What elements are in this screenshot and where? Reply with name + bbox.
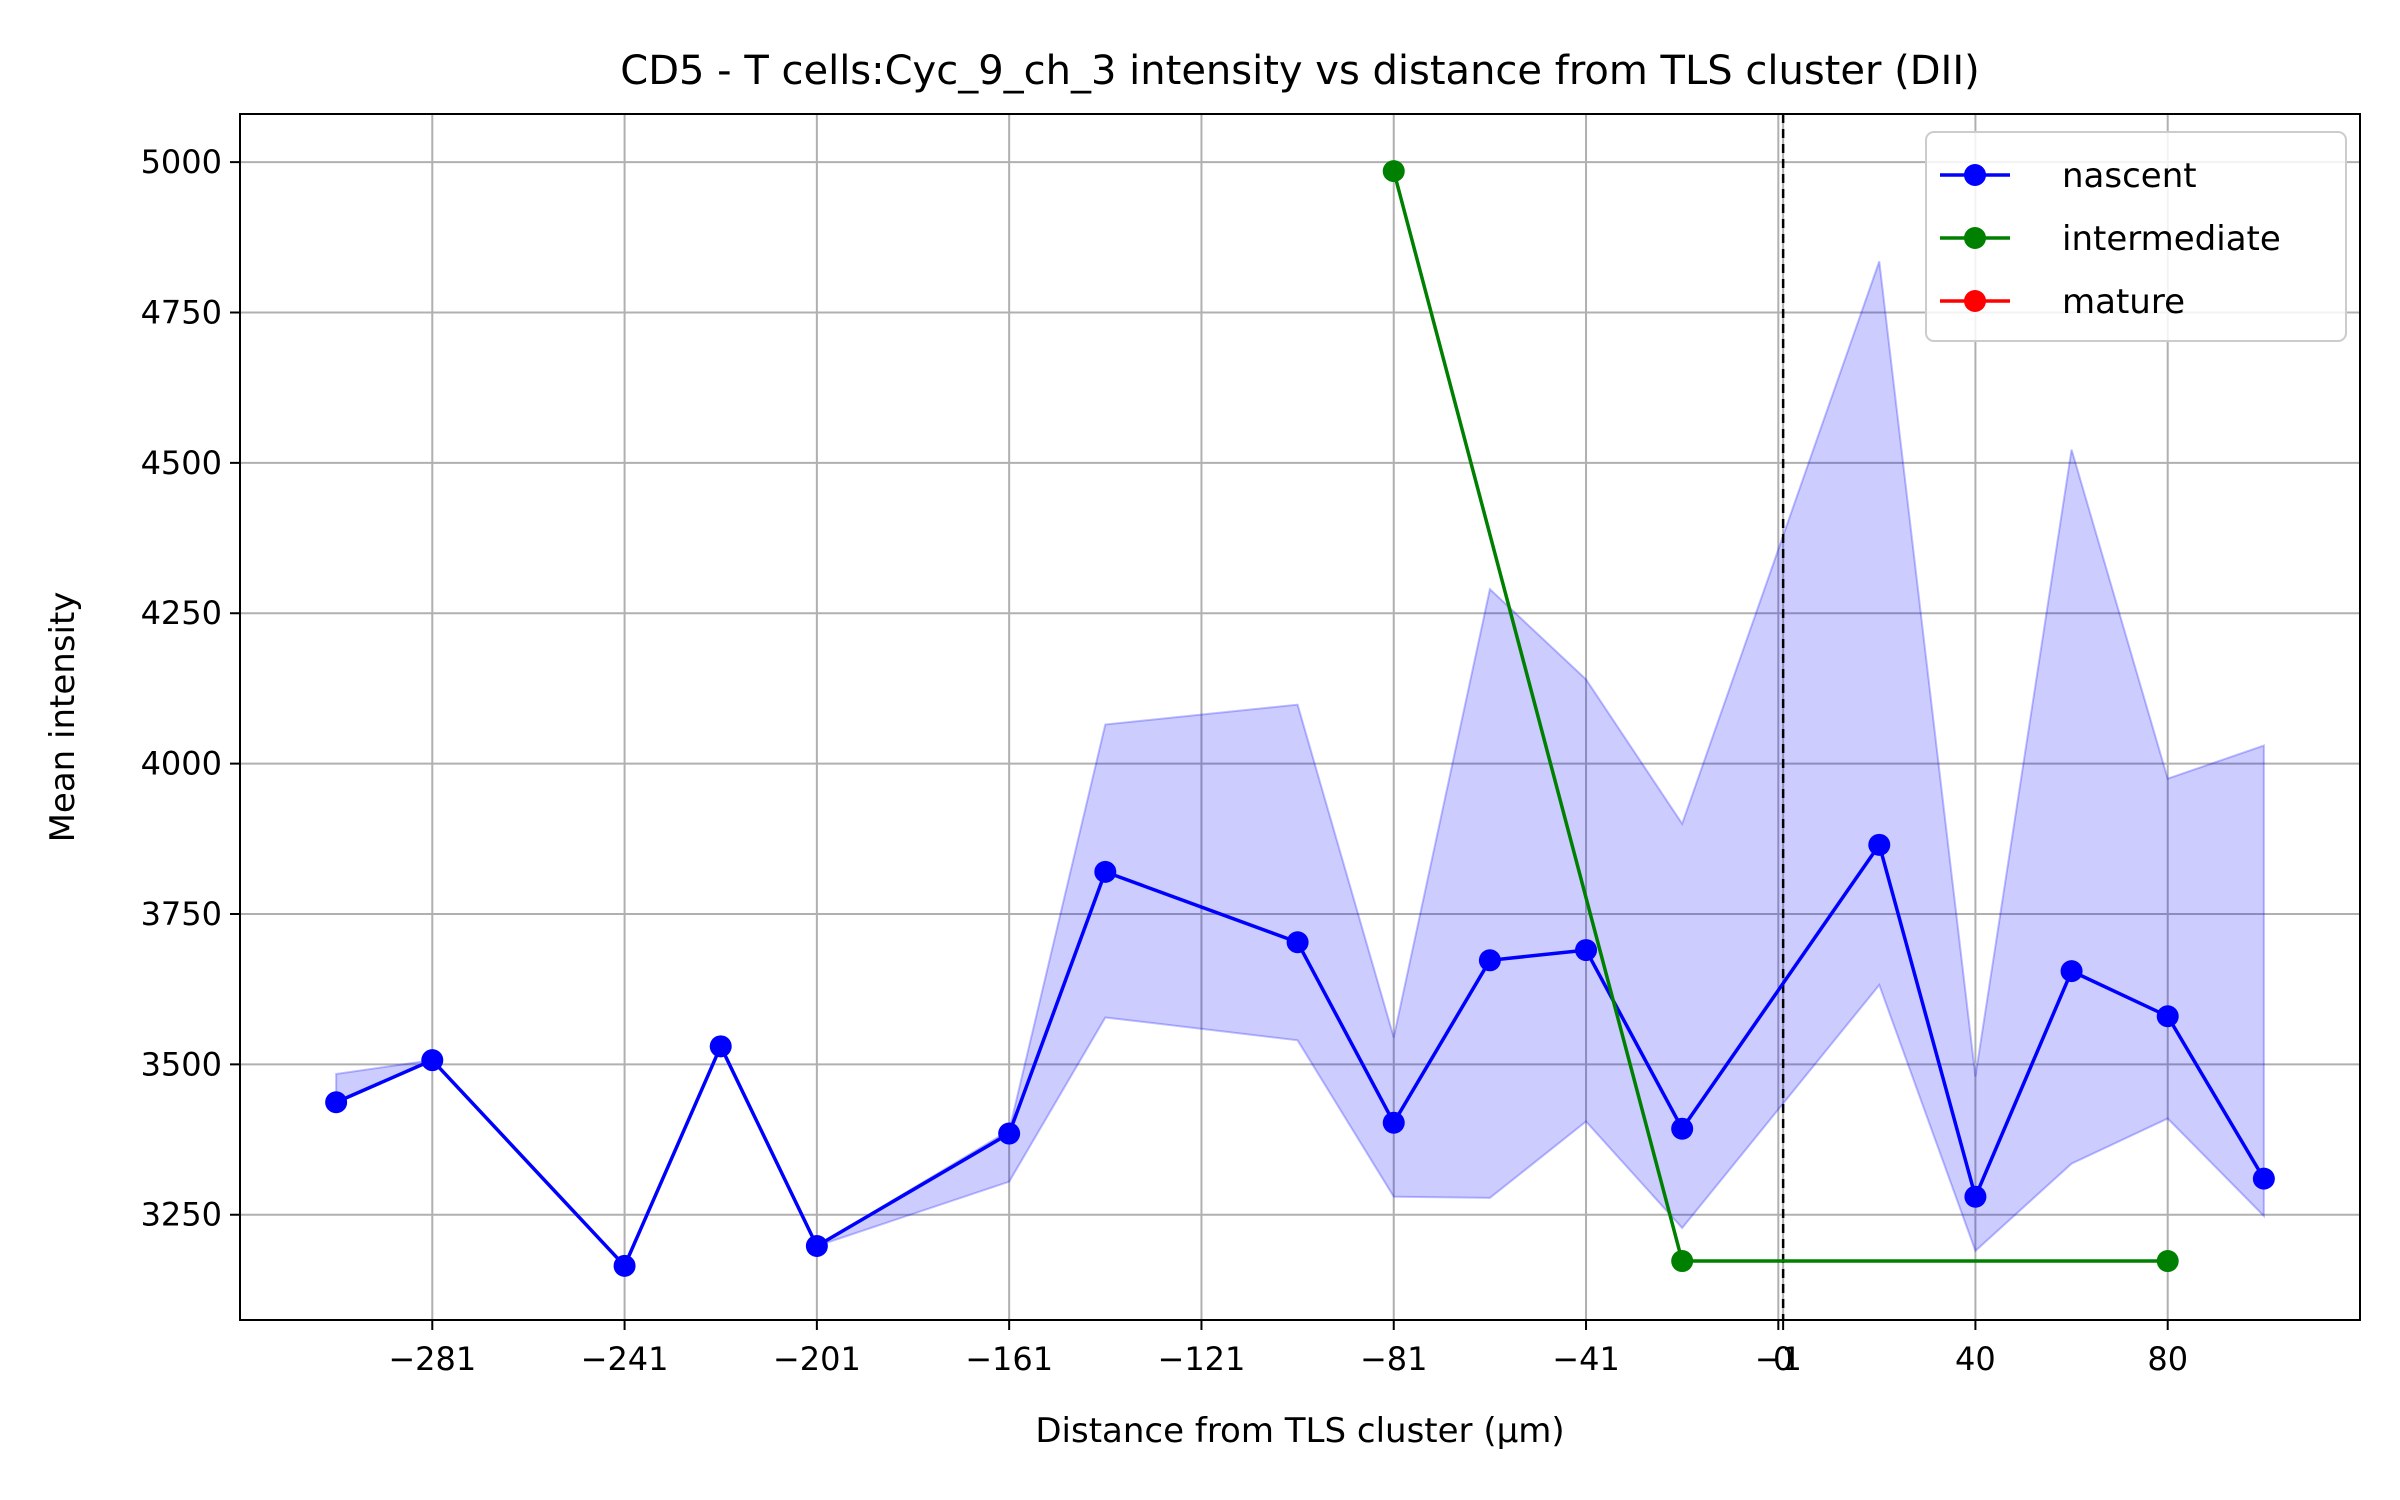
y-tick-label: 3500 — [141, 1045, 222, 1083]
legend: nascent intermediate mature — [1925, 131, 2347, 342]
data-point-nascent — [1478, 949, 1501, 972]
x-axis-ticks: −281 −241 −201 −161 −121 −81 −41 −10 40 80 — [388, 1320, 2188, 1378]
y-axis-ticks: 3250 3500 3750 4000 4250 4500 4750 5000 — [141, 143, 240, 1234]
x-tick-label: −201 — [773, 1340, 861, 1378]
y-tick-label: 3750 — [141, 895, 222, 933]
data-point-intermediate — [2156, 1250, 2179, 1273]
x-tick-label: −41 — [1552, 1340, 1620, 1378]
series-points — [325, 160, 2275, 1277]
x-tick-label: −121 — [1158, 1340, 1246, 1378]
legend-label-nascent: nascent — [2062, 156, 2197, 196]
x-tick-label: −281 — [388, 1340, 476, 1378]
y-tick-label: 3250 — [141, 1196, 222, 1234]
chart-title: CD5 - T cells:Cyc_9_ch_3 intensity vs di… — [620, 48, 1979, 94]
x-tick-label: −161 — [965, 1340, 1053, 1378]
x-axis-label: Distance from TLS cluster (μm) — [1035, 1411, 1564, 1451]
legend-marker-mature — [1964, 290, 1986, 312]
data-point-nascent — [325, 1091, 348, 1114]
y-axis-label: Mean intensity — [43, 592, 83, 843]
data-point-nascent — [613, 1254, 636, 1277]
data-point-intermediate — [1671, 1250, 1694, 1273]
legend-label-intermediate: intermediate — [2062, 219, 2281, 259]
data-point-nascent — [805, 1235, 828, 1258]
x-tick-label: −1 — [1755, 1340, 1802, 1378]
x-tick-label: 0 — [1773, 1340, 1793, 1378]
legend-label-mature: mature — [2062, 282, 2185, 322]
data-point-nascent — [421, 1049, 444, 1072]
data-point-nascent — [1964, 1185, 1987, 1208]
data-point-nascent — [1382, 1111, 1405, 1134]
x-tick-label: −81 — [1360, 1340, 1428, 1378]
x-tick-label: −241 — [581, 1340, 669, 1378]
legend-box — [1925, 131, 2347, 342]
plot-frame — [239, 113, 2361, 1321]
legend-marker-intermediate — [1964, 227, 1986, 249]
data-point-nascent — [2060, 960, 2083, 983]
data-point-nascent — [2156, 1005, 2179, 1028]
y-tick-label: 4000 — [141, 745, 222, 783]
y-tick-label: 4750 — [141, 293, 222, 331]
data-point-nascent — [709, 1035, 732, 1058]
data-point-nascent — [1868, 833, 1891, 856]
x-tick-label: 80 — [2147, 1340, 2188, 1378]
y-tick-label: 4250 — [141, 594, 222, 632]
x-tick-label: 40 — [1955, 1340, 1996, 1378]
data-point-nascent — [998, 1122, 1021, 1145]
data-point-nascent — [1286, 931, 1309, 954]
data-point-nascent — [1575, 939, 1598, 962]
data-point-intermediate — [1382, 160, 1405, 183]
legend-marker-nascent — [1964, 164, 1986, 186]
data-point-nascent — [2252, 1167, 2275, 1190]
data-point-nascent — [1094, 860, 1117, 883]
y-tick-label: 5000 — [141, 143, 222, 181]
y-tick-label: 4500 — [141, 444, 222, 482]
data-point-nascent — [1671, 1117, 1694, 1140]
